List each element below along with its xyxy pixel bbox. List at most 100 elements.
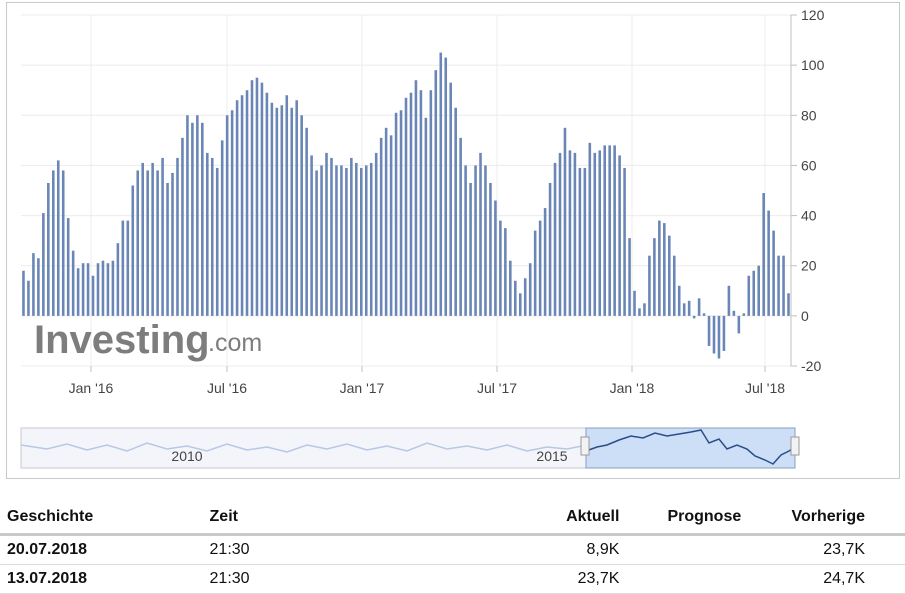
chart-bar — [315, 170, 318, 316]
row-time: 21:30 — [202, 564, 483, 594]
chart-bar — [245, 90, 249, 316]
watermark-suffix: .com — [208, 329, 262, 357]
chart-bar — [633, 290, 636, 316]
chart-bar — [360, 167, 363, 316]
chart-bar — [66, 218, 70, 316]
chart-bar — [364, 165, 368, 316]
chart-bar — [568, 150, 572, 316]
chart-bar — [335, 165, 338, 316]
chart-bar — [732, 310, 736, 316]
history-table: Geschichte Zeit Aktuell Prognose Vorheri… — [0, 502, 905, 594]
chart-bar — [106, 263, 110, 316]
y-tick-label: 0 — [801, 308, 809, 324]
history-header-row: Geschichte Zeit Aktuell Prognose Vorheri… — [0, 502, 905, 536]
chart-bar — [220, 140, 224, 316]
chart-bar — [543, 208, 547, 316]
chart-bar — [757, 265, 760, 316]
chart-bar — [394, 112, 398, 316]
chart-bar — [305, 127, 308, 316]
x-tick-label: Jan '17 — [340, 380, 385, 396]
chart-bar — [762, 193, 765, 316]
chart-bar — [96, 263, 100, 316]
x-tick-label: Jul '16 — [207, 380, 247, 396]
chart-bar — [682, 303, 686, 316]
chart-bar — [22, 270, 25, 316]
chart-bar — [588, 142, 592, 316]
x-tick-label: Jan '18 — [610, 380, 655, 396]
chart-bar — [171, 172, 174, 316]
chart-bar — [434, 70, 438, 316]
chart-bar — [300, 115, 303, 316]
chart-bar — [176, 157, 179, 316]
chart-bar — [225, 115, 229, 316]
chart-bar — [677, 285, 681, 316]
row-previous: 23,7K — [748, 534, 905, 565]
x-tick-label: Jul '17 — [477, 380, 517, 396]
chart-bar — [280, 105, 284, 316]
x-tick-label: Jan '16 — [69, 380, 114, 396]
chart-bar — [414, 80, 418, 316]
chart-bar — [340, 165, 343, 316]
chart-bar — [61, 170, 65, 316]
chart-bar — [320, 165, 323, 316]
chart-bar — [459, 137, 462, 316]
chart-bar — [156, 170, 159, 316]
chart-bar — [494, 200, 497, 316]
chart-bar — [514, 280, 517, 316]
chart-bar — [86, 263, 90, 316]
navigator[interactable]: 2010 2015 — [20, 427, 800, 469]
navigator-label-2010: 2010 — [171, 448, 202, 464]
chart-bar — [648, 255, 651, 316]
chart-bar — [166, 182, 169, 316]
chart-bar — [196, 115, 199, 316]
chart-bar — [623, 167, 626, 316]
chart-bar — [742, 313, 746, 316]
chart-bar — [52, 170, 55, 316]
y-axis: 120 100 80 60 40 20 0 -20 — [790, 7, 825, 374]
watermark: Investing .com — [34, 318, 262, 362]
chart-bar — [265, 92, 269, 316]
navigator-handle-left[interactable] — [580, 436, 590, 456]
chart-bar — [210, 157, 214, 316]
chart-bar — [235, 100, 239, 316]
chart-bar — [409, 92, 413, 316]
chart-bar — [121, 220, 125, 316]
chart-panel: Investing .com 120 100 80 60 40 20 0 -20 Jan '1… — [6, 2, 900, 479]
chart-bar — [255, 77, 259, 316]
chart-bar — [81, 263, 85, 316]
chart-bar — [444, 57, 448, 316]
chart-bar — [553, 162, 557, 316]
header-vorherige: Vorherige — [748, 502, 905, 536]
chart-bar — [628, 238, 631, 316]
chart-bar — [538, 220, 542, 316]
chart-bar — [672, 255, 676, 316]
chart-bar — [563, 127, 567, 316]
y-tick-label: 40 — [801, 208, 817, 224]
chart-bar — [47, 182, 50, 316]
chart-bar — [464, 165, 467, 316]
chart-bar — [181, 137, 184, 316]
y-tick-label: 60 — [801, 157, 817, 173]
chart-bar — [429, 90, 433, 316]
chart-bar — [136, 170, 140, 316]
chart-bar — [702, 313, 706, 316]
navigator-handle-right[interactable] — [790, 436, 800, 456]
chart-bar — [126, 220, 130, 316]
chart-bar — [608, 145, 611, 316]
chart-bar — [146, 170, 149, 316]
chart-bar — [752, 270, 756, 316]
row-previous: 24,7K — [748, 564, 905, 594]
bars — [22, 52, 790, 359]
chart-bar — [275, 107, 279, 316]
chart-bar — [772, 230, 775, 316]
row-forecast — [626, 564, 749, 594]
chart-bar — [697, 298, 701, 316]
chart-bar — [191, 122, 194, 316]
chart-bar — [379, 137, 383, 316]
chart-bar — [722, 315, 726, 351]
chart-bar — [116, 243, 120, 316]
navigator-selection[interactable] — [585, 427, 796, 469]
chart-bar — [76, 268, 80, 316]
chart-bar — [523, 278, 527, 316]
y-tick-label: 20 — [801, 258, 817, 274]
